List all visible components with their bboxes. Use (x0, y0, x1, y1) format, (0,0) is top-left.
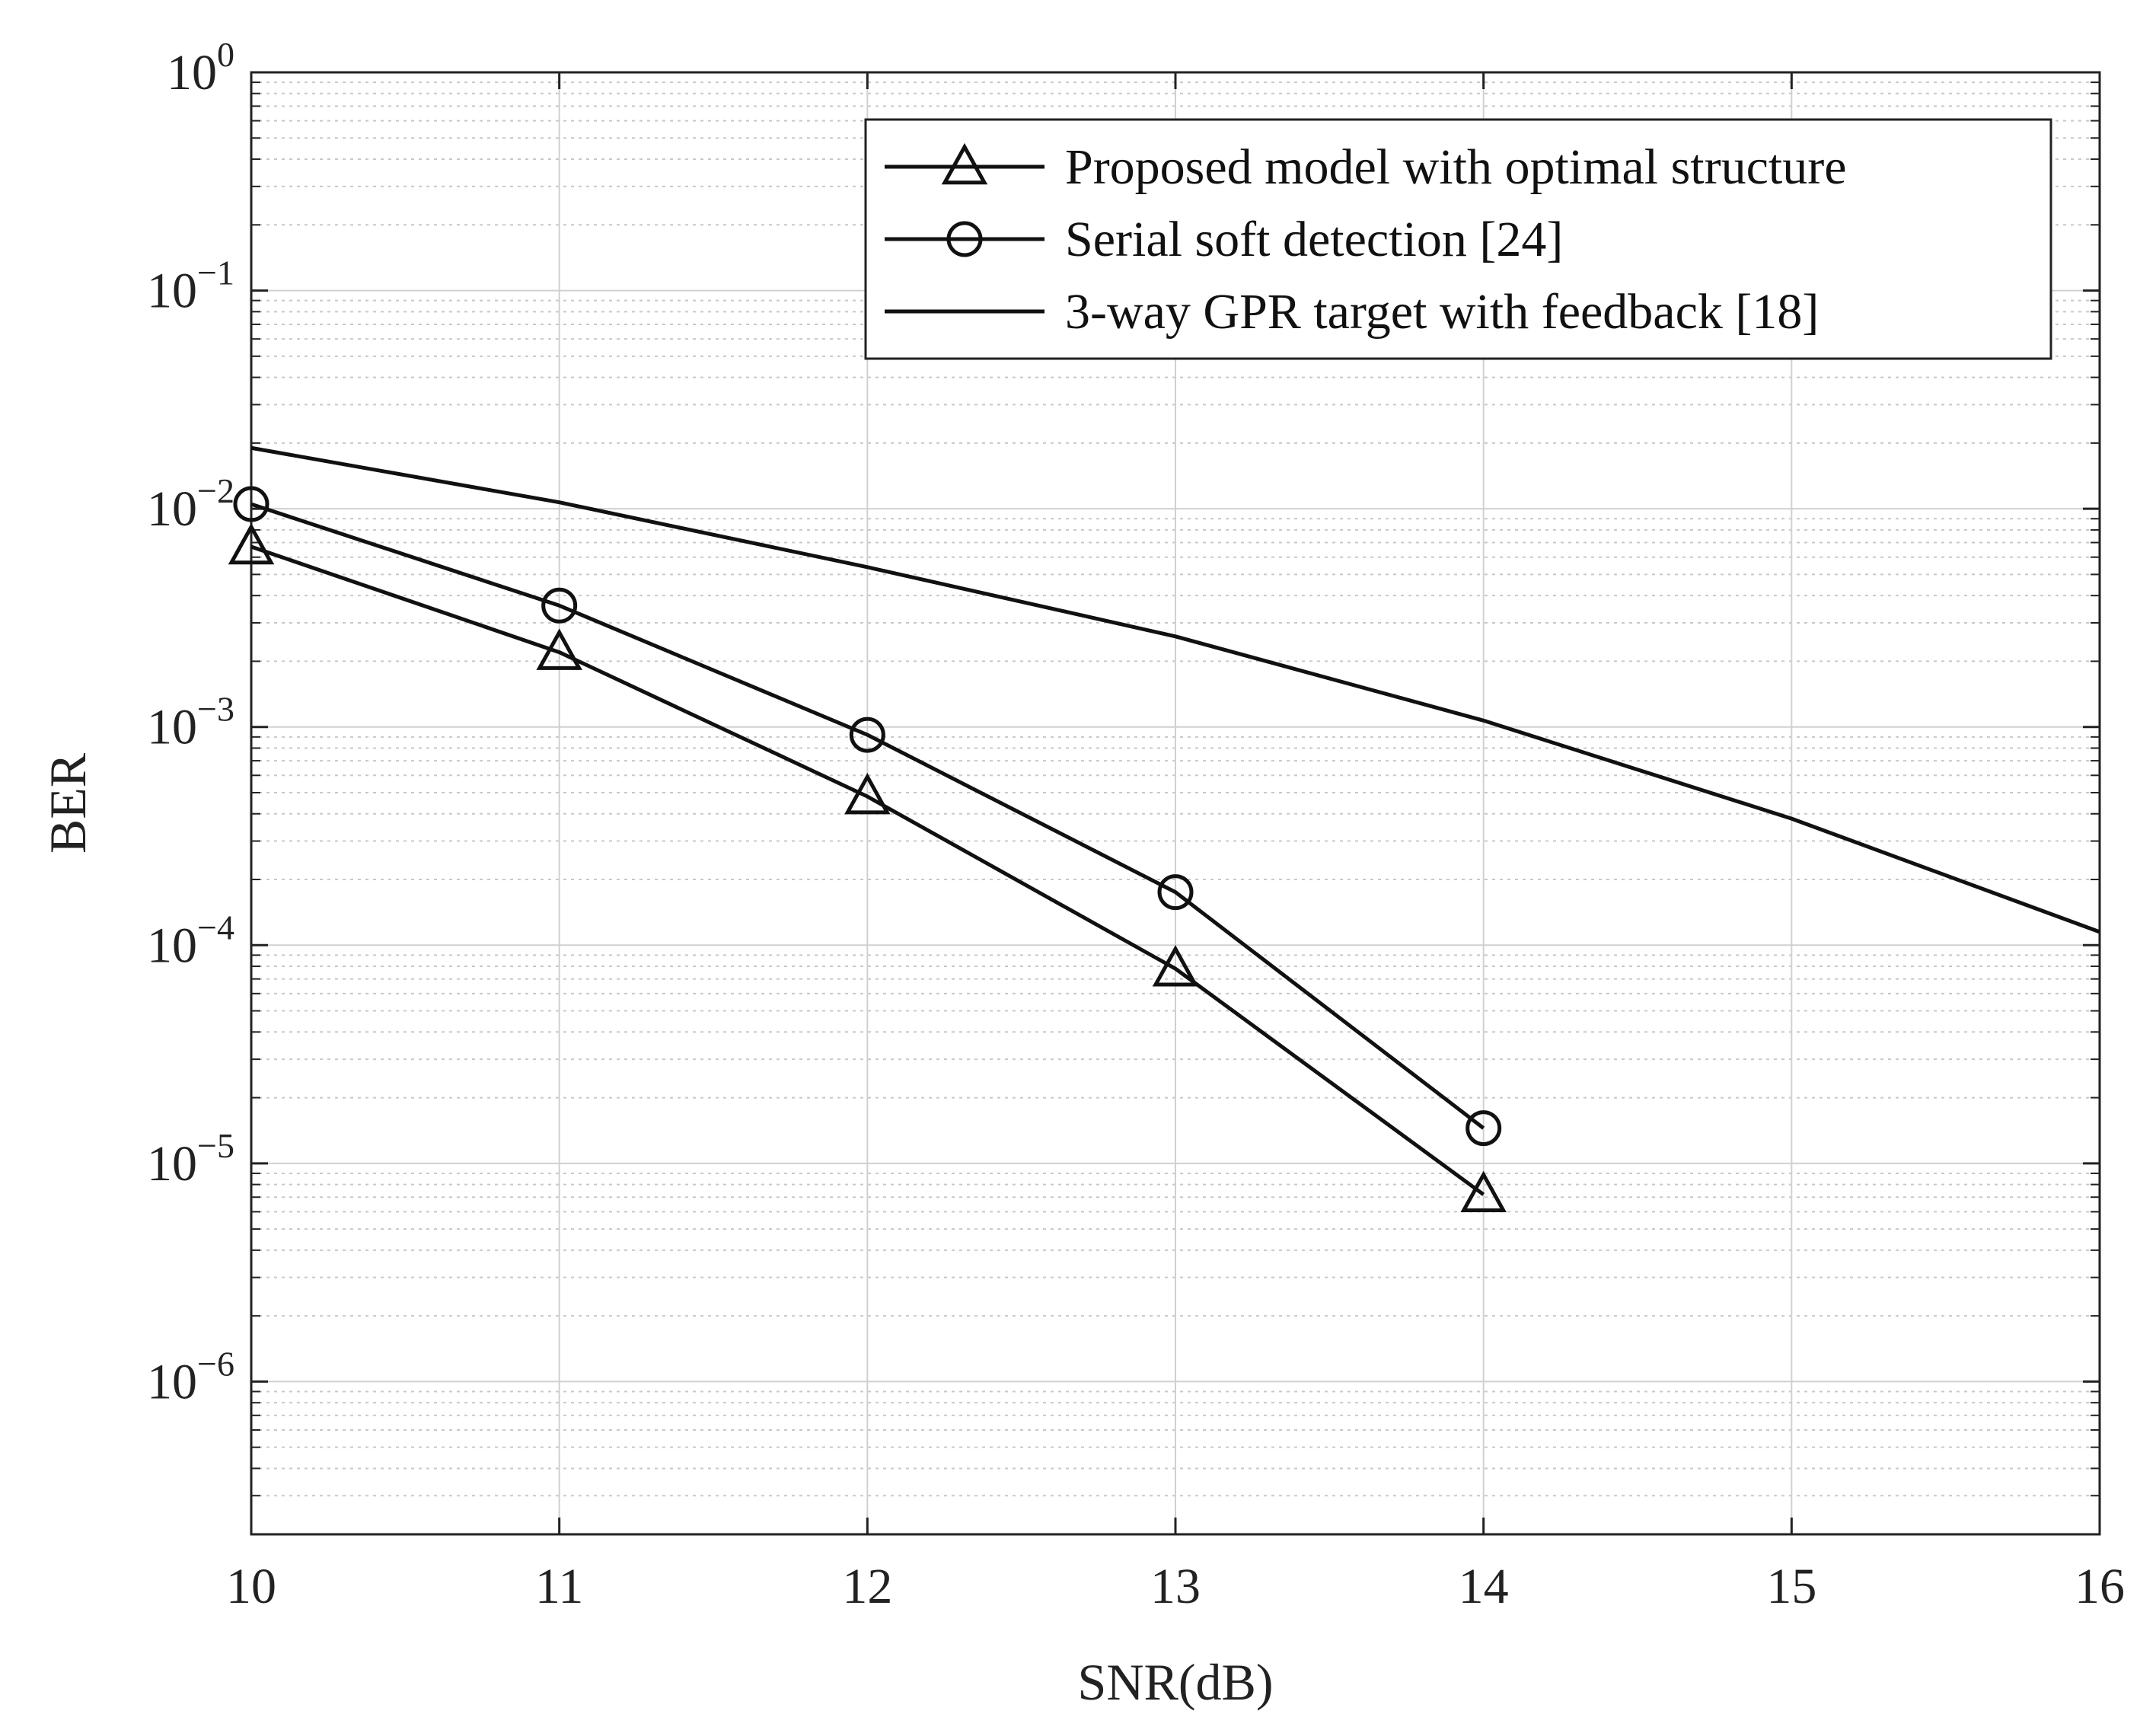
data-point (536, 628, 582, 670)
data-point (233, 486, 270, 522)
y-tick-label: 10−6 (147, 1344, 234, 1409)
y-tick-label: 10−2 (147, 471, 234, 537)
data-point (1152, 945, 1199, 987)
legend-marker (941, 142, 988, 185)
data-point (541, 587, 578, 624)
series-line (250, 502, 1485, 1130)
series-line (250, 445, 2100, 934)
data-point (1466, 1110, 1502, 1147)
series (228, 445, 2100, 1213)
legend-label: Proposed model with optimal structure (1065, 139, 1847, 195)
y-tick-label: 10−5 (147, 1126, 234, 1192)
series-2 (250, 445, 2100, 934)
legend: Proposed model with optimal structure Ser… (864, 118, 2052, 360)
axis-ticks: 100 10−1 10−2 10−3 10−4 10−5 10−6 10 11 12 13 14 15 1… (147, 35, 2125, 1614)
x-tick-label: 13 (1150, 1559, 1201, 1614)
data-point (844, 772, 891, 815)
data-point (1460, 1170, 1507, 1213)
x-tick-label: 16 (2075, 1559, 2125, 1614)
y-tick-label: 10−4 (147, 908, 234, 973)
data-point (228, 522, 275, 565)
series-line (250, 544, 1485, 1196)
series-0 (228, 522, 1507, 1213)
data-point (1157, 874, 1194, 911)
x-tick-label: 14 (1459, 1559, 1509, 1614)
x-tick-label: 10 (226, 1559, 276, 1614)
x-tick-label: 12 (842, 1559, 892, 1614)
data-point (849, 717, 885, 753)
y-tick-label: 10−3 (147, 690, 234, 755)
legend-label: Serial soft detection [24] (1065, 212, 1563, 267)
y-tick-label: 10−1 (147, 254, 234, 319)
x-axis-title: SNR(dB) (1078, 1653, 1274, 1711)
x-tick-label: 11 (535, 1559, 584, 1614)
y-axis-title: BER (39, 752, 97, 854)
y-tick-label: 100 (167, 35, 234, 101)
legend-marker (946, 221, 983, 257)
legend-box (864, 118, 2052, 360)
legend-label: 3-way GPR target with feedback [18] (1065, 284, 1819, 340)
x-tick-label: 15 (1766, 1559, 1816, 1614)
series-1 (233, 486, 1502, 1147)
